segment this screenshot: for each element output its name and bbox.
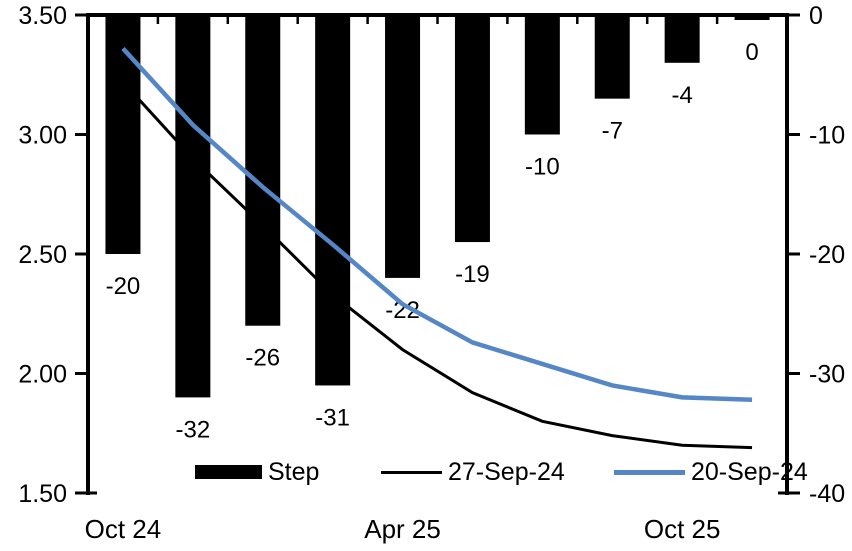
step-bar-swatch [195,465,262,479]
legend-item-27-sep-24: 27-Sep-24 [381,457,565,487]
legend-label-step: Step [268,457,320,486]
legend-item-20-sep-24: 20-Sep-24 [614,457,808,487]
legend-item-step: Step [195,457,319,487]
legend-label-27-sep-24: 27-Sep-24 [448,457,565,486]
blue-line-swatch [614,469,685,475]
legend-label-20-sep-24: 20-Sep-24 [691,457,808,486]
black-line-swatch [381,470,442,474]
